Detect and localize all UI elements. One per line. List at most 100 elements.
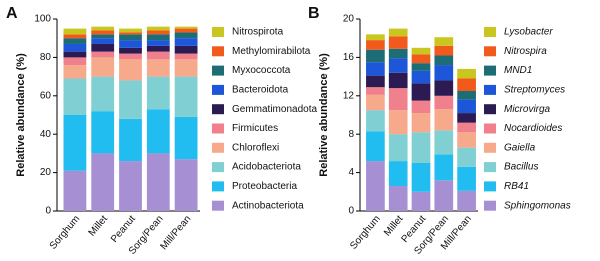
bar-segment [146, 40, 170, 46]
legend-swatch [212, 65, 224, 76]
bar-segment [457, 78, 476, 91]
bar-segment [434, 180, 454, 211]
bar-segment [174, 76, 198, 117]
bar-segment [388, 72, 408, 89]
y-tick-label: 4 [348, 167, 354, 178]
bar-segment [146, 51, 170, 60]
bar-segment [434, 109, 454, 131]
bar-segment [63, 34, 87, 39]
bar-segment [63, 65, 87, 79]
bar-segment [434, 130, 454, 155]
bar-segment [91, 76, 115, 112]
bar-segment [366, 75, 385, 88]
bar-segment [119, 59, 142, 81]
legend-swatch [484, 123, 496, 134]
legend-label: MND1 [504, 65, 532, 76]
y-tick-label: 40 [40, 129, 52, 140]
legend-swatch [484, 104, 496, 115]
bar-segment [174, 53, 198, 60]
bar-segment [366, 34, 385, 41]
bar-segment [366, 40, 385, 50]
bar-segment [91, 38, 115, 44]
bar-segment [91, 26, 115, 31]
bar-segment [174, 116, 198, 160]
bar-segment [91, 34, 115, 39]
legend-swatch [212, 123, 224, 134]
legend-swatch [212, 84, 224, 95]
bar-segment [388, 110, 408, 135]
bar-segment [411, 47, 431, 55]
bar-segment [366, 62, 385, 76]
y-tick-label: 60 [40, 90, 52, 101]
bar-segment [174, 28, 198, 33]
bar-segment [174, 38, 198, 46]
bar-segment [63, 170, 87, 211]
bar-segment [366, 87, 385, 95]
y-axis-title: Relative abundance (%) [318, 53, 330, 177]
x-tick-label: Millet [87, 213, 111, 238]
bar-segment [457, 190, 476, 211]
bar-segment [146, 76, 170, 110]
legend-swatch [484, 27, 496, 37]
y-tick-label: 12 [343, 90, 355, 101]
bar-segment [119, 34, 142, 41]
bar-segment [174, 59, 198, 77]
bar-segment [146, 26, 170, 31]
bar-segment [146, 59, 170, 77]
y-tick-label: 80 [40, 52, 52, 63]
bar-segment [457, 99, 476, 114]
legend-label: Bacillus [504, 162, 538, 173]
bar-segment [434, 55, 454, 66]
bar-segment [366, 110, 385, 132]
bar-segment [388, 161, 408, 187]
legend-label: Firmicutes [232, 123, 278, 134]
bar-segment [63, 57, 87, 66]
bar-segment [457, 166, 476, 191]
bar-segment [366, 94, 385, 111]
legend-swatch [484, 162, 496, 173]
bar-segment [411, 113, 431, 133]
legend-label: Bacteroidota [232, 85, 289, 96]
x-tick-label: Sorghum [348, 214, 383, 252]
bar-segment [146, 34, 170, 41]
legend-label: Chloroflexi [232, 142, 279, 153]
y-tick-label: 8 [348, 129, 354, 140]
bar-segment [119, 118, 142, 162]
bar-segment [174, 45, 198, 54]
bar-segment [411, 132, 431, 163]
bar-segment [119, 80, 142, 119]
legend-label: Gaiella [504, 142, 536, 153]
bar-segment [366, 161, 385, 211]
bar-segment [411, 63, 431, 71]
y-tick-label: 20 [343, 14, 355, 25]
panel-label: A [6, 5, 18, 22]
bar-segment [366, 131, 385, 162]
legend-swatch [484, 200, 496, 211]
legend-swatch [212, 200, 224, 211]
bar-segment [91, 51, 115, 58]
legend-label: Microvirga [504, 104, 551, 115]
bar-segment [411, 100, 431, 114]
legend-swatch [484, 46, 496, 57]
bar-segment [434, 45, 454, 56]
legend-label: Proteobacteria [232, 181, 297, 192]
bar-segment [146, 30, 170, 35]
bar-segment [388, 134, 408, 162]
legend-swatch [212, 104, 224, 115]
legend-swatch [484, 84, 496, 95]
y-tick-label: 100 [34, 14, 51, 25]
legend-label: RB41 [504, 181, 529, 192]
legend-swatch [212, 181, 224, 192]
legend-label: Streptomyces [504, 85, 565, 96]
bar-segment [91, 30, 115, 35]
legend-swatch [212, 142, 224, 153]
bar-segment [119, 40, 142, 48]
legend-swatch [212, 46, 224, 57]
legend-label: Myxococcota [232, 65, 291, 76]
bar-segment [63, 38, 87, 44]
legend-label: Sphingomonas [504, 200, 571, 211]
bar-segment [146, 109, 170, 154]
bar-segment [174, 26, 198, 29]
